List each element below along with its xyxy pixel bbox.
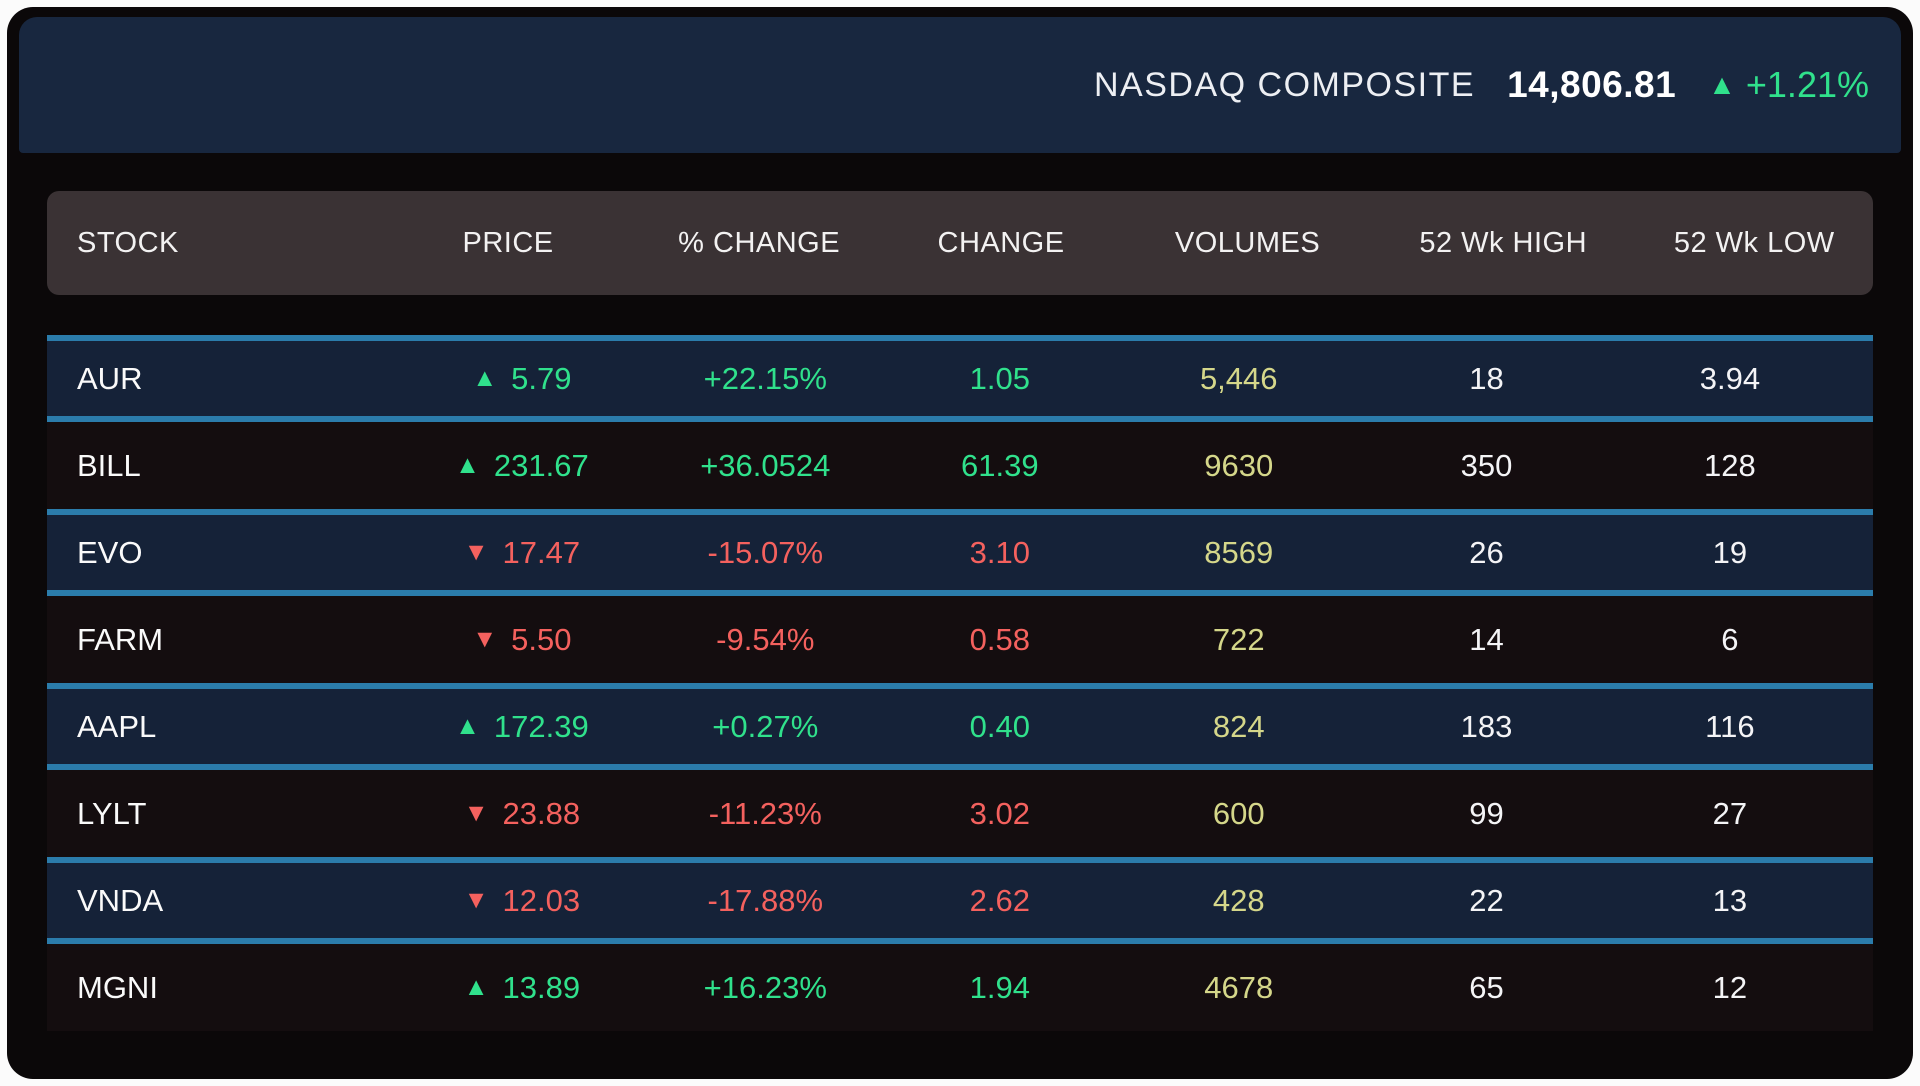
price-value: 13.89 <box>502 969 581 1005</box>
change-cell: 3.10 <box>969 534 1030 570</box>
table-header-row: STOCK PRICE % CHANGE CHANGE VOLUMES 52 W… <box>47 191 1873 295</box>
52wk-low-cell: 116 <box>1705 708 1755 744</box>
table-row[interactable]: AUR ▲ 5.79 +22.15% 1.05 5,446 18 3.94 <box>47 335 1873 422</box>
percent-change-cell: +16.23% <box>703 969 827 1005</box>
trend-up-icon: ▲ <box>455 451 480 479</box>
table-row[interactable]: MGNI ▲ 13.89 +16.23% 1.94 4678 65 12 <box>47 944 1873 1031</box>
index-name: NASDAQ COMPOSITE <box>1094 65 1476 104</box>
volumes-cell: 722 <box>1212 621 1265 657</box>
price-value: 231.67 <box>493 447 589 483</box>
volumes-cell: 4678 <box>1204 969 1274 1005</box>
column-header-stock: STOCK <box>77 226 179 259</box>
52wk-high-cell: 65 <box>1469 969 1504 1005</box>
price-cell: ▼ 17.47 <box>394 535 651 571</box>
price-cell: ▲ 13.89 <box>394 970 651 1006</box>
table-body: AUR ▲ 5.79 +22.15% 1.05 5,446 18 3.94 BI… <box>47 335 1873 1031</box>
trend-down-icon: ▼ <box>463 886 489 914</box>
52wk-high-cell: 99 <box>1469 795 1504 831</box>
table-row[interactable]: LYLT ▼ 23.88 -11.23% 3.02 600 99 27 <box>47 770 1873 857</box>
percent-change-cell: -11.23% <box>708 795 822 831</box>
price-value: 172.39 <box>493 708 589 744</box>
table-row[interactable]: FARM ▼ 5.50 -9.54% 0.58 722 14 6 <box>47 596 1873 683</box>
price-value: 5.79 <box>511 360 572 396</box>
trend-up-icon: ▲ <box>455 712 480 740</box>
trend-down-icon: ▼ <box>463 799 489 827</box>
52wk-low-cell: 13 <box>1712 882 1748 918</box>
volumes-cell: 5,446 <box>1199 360 1278 396</box>
52wk-low-cell: 27 <box>1712 795 1748 831</box>
52wk-high-cell: 350 <box>1460 447 1513 483</box>
price-cell: ▲ 172.39 <box>394 709 651 745</box>
trend-up-icon: ▲ <box>1708 69 1736 100</box>
trend-up-icon: ▲ <box>463 973 489 1001</box>
column-header-price: PRICE <box>462 226 554 259</box>
table-row[interactable]: BILL ▲ 231.67 +36.0524 61.39 9630 350 12… <box>47 422 1873 509</box>
percent-change-cell: +22.15% <box>703 360 827 396</box>
percent-change-cell: -15.07% <box>707 534 824 570</box>
change-cell: 0.58 <box>969 621 1030 657</box>
volumes-cell: 600 <box>1212 795 1265 831</box>
52wk-high-cell: 26 <box>1469 534 1504 570</box>
volumes-cell: 428 <box>1212 882 1265 918</box>
column-header-52wk-high: 52 Wk HIGH <box>1419 226 1588 259</box>
price-value: 12.03 <box>502 882 581 918</box>
change-cell: 0.40 <box>969 708 1030 744</box>
change-cell: 1.05 <box>969 360 1030 396</box>
price-cell: ▲ 5.79 <box>394 361 651 397</box>
stock-tracker-card: NASDAQ COMPOSITE 14,806.81 ▲ +1.21% STOC… <box>7 7 1913 1079</box>
52wk-low-cell: 128 <box>1704 447 1756 483</box>
stock-table: STOCK PRICE % CHANGE CHANGE VOLUMES 52 W… <box>19 153 1901 1031</box>
52wk-low-cell: 12 <box>1712 969 1748 1005</box>
52wk-high-cell: 14 <box>1469 621 1504 657</box>
stock-symbol: MGNI <box>77 969 158 1005</box>
volumes-cell: 9630 <box>1204 447 1274 483</box>
column-header-change: CHANGE <box>937 226 1065 259</box>
stock-symbol: EVO <box>77 534 143 570</box>
stock-symbol: AUR <box>77 360 143 396</box>
change-cell: 61.39 <box>961 447 1039 483</box>
table-row[interactable]: EVO ▼ 17.47 -15.07% 3.10 8569 26 19 <box>47 509 1873 596</box>
change-cell: 2.62 <box>969 882 1030 918</box>
volumes-cell: 824 <box>1212 708 1265 744</box>
change-cell: 3.02 <box>969 795 1030 831</box>
52wk-low-cell: 6 <box>1721 621 1739 657</box>
index-change: ▲ +1.21% <box>1708 64 1869 106</box>
index-header-bar: NASDAQ COMPOSITE 14,806.81 ▲ +1.21% <box>19 17 1901 153</box>
percent-change-cell: -17.88% <box>707 882 824 918</box>
price-cell: ▼ 23.88 <box>394 796 651 832</box>
price-cell: ▲ 231.67 <box>394 448 651 484</box>
price-value: 23.88 <box>502 795 581 831</box>
price-cell: ▼ 5.50 <box>394 622 651 658</box>
table-row[interactable]: AAPL ▲ 172.39 +0.27% 0.40 824 183 116 <box>47 683 1873 770</box>
52wk-high-cell: 22 <box>1469 882 1504 918</box>
trend-up-icon: ▲ <box>472 364 498 392</box>
percent-change-cell: +0.27% <box>712 708 819 744</box>
price-cell: ▼ 12.03 <box>394 883 651 919</box>
price-value: 17.47 <box>502 534 581 570</box>
52wk-high-cell: 18 <box>1469 360 1504 396</box>
index-value: 14,806.81 <box>1507 64 1677 105</box>
column-header-52wk-low: 52 Wk LOW <box>1673 226 1835 259</box>
stock-symbol: VNDA <box>77 882 164 918</box>
stock-symbol: AAPL <box>77 708 157 744</box>
column-header-volumes: VOLUMES <box>1174 226 1321 259</box>
trend-down-icon: ▼ <box>472 625 498 653</box>
column-header-pct-change: % CHANGE <box>678 226 841 259</box>
change-cell: 1.94 <box>969 969 1030 1005</box>
trend-down-icon: ▼ <box>463 538 489 566</box>
percent-change-cell: -9.54% <box>716 621 815 657</box>
stock-symbol: BILL <box>77 447 141 483</box>
stock-symbol: FARM <box>77 621 164 657</box>
52wk-low-cell: 3.94 <box>1699 360 1761 396</box>
52wk-low-cell: 19 <box>1712 534 1748 570</box>
table-row[interactable]: VNDA ▼ 12.03 -17.88% 2.62 428 22 13 <box>47 857 1873 944</box>
52wk-high-cell: 183 <box>1460 708 1513 744</box>
percent-change-cell: +36.0524 <box>700 447 831 483</box>
price-value: 5.50 <box>511 621 572 657</box>
stock-symbol: LYLT <box>77 795 147 831</box>
index-change-percent: +1.21% <box>1745 64 1869 105</box>
volumes-cell: 8569 <box>1204 534 1274 570</box>
